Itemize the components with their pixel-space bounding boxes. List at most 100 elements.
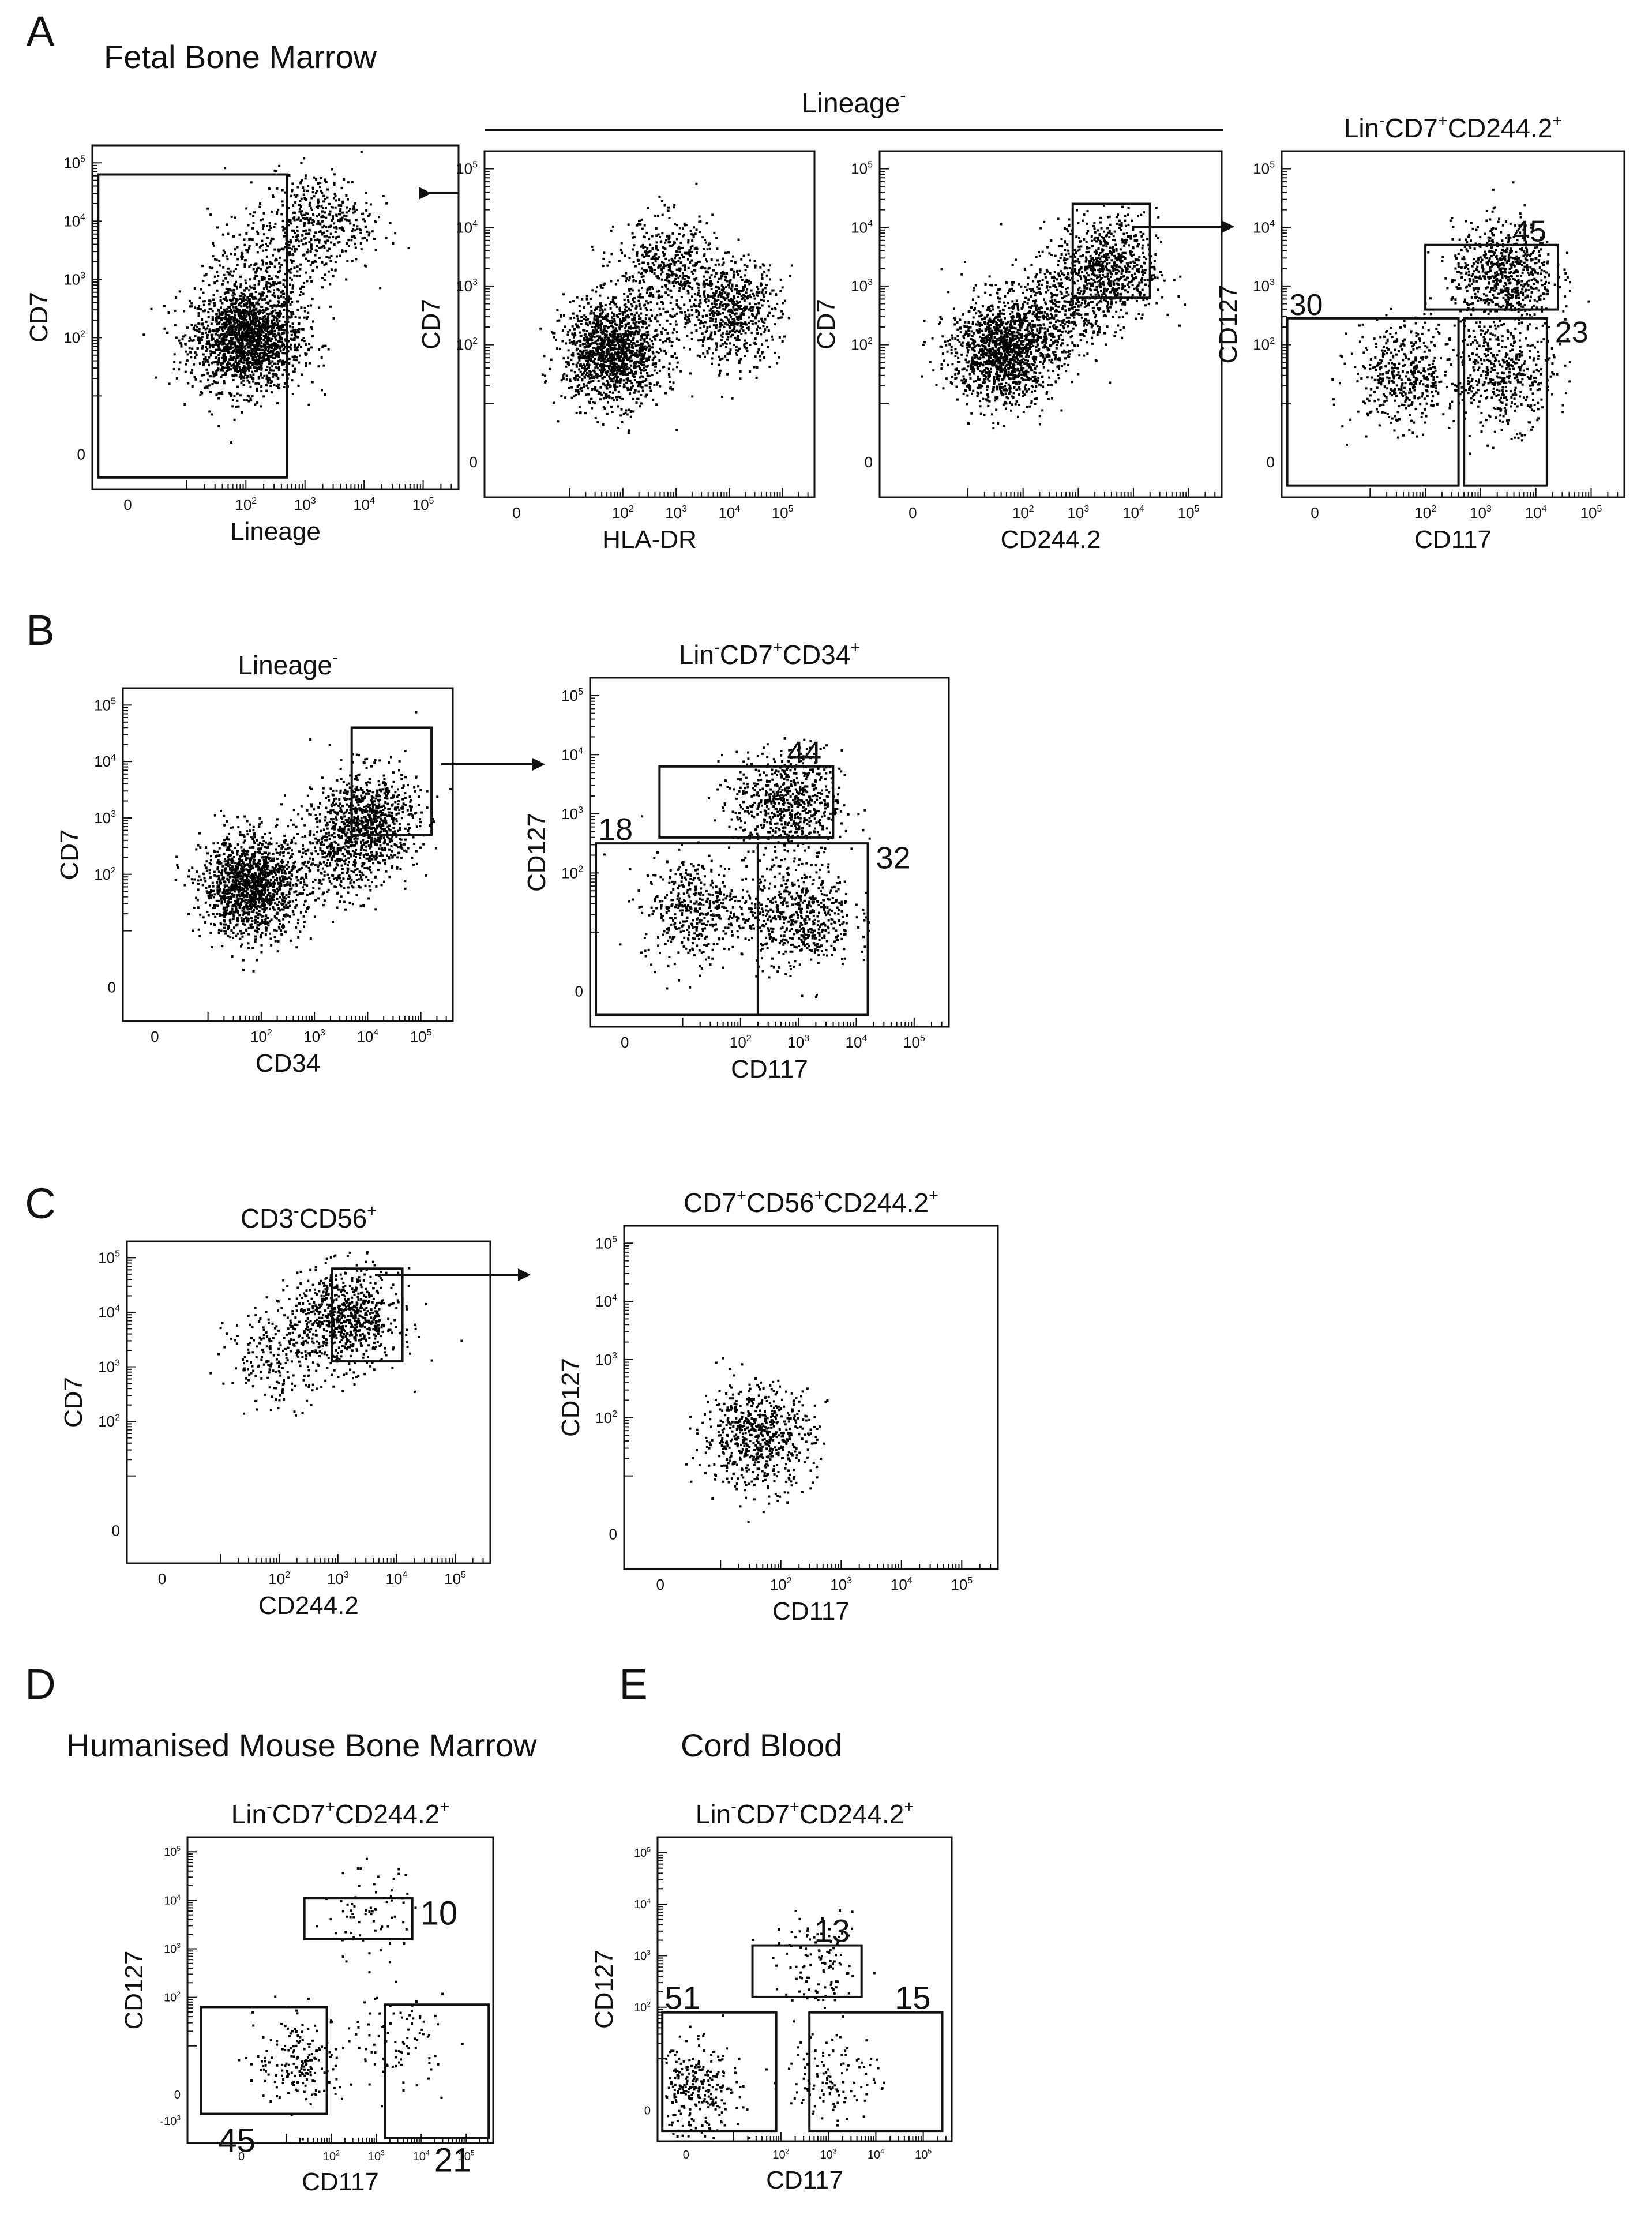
data-points	[539, 182, 793, 434]
gate-label: 51	[664, 1980, 700, 2016]
y-tick-label: 104	[561, 746, 583, 763]
x-tick-label: 104	[1122, 504, 1144, 521]
plot-frame	[878, 150, 1223, 498]
x-tick-label: 102	[770, 1576, 792, 1593]
y-tick-label: 103	[561, 805, 583, 823]
gate-label: 44	[787, 735, 821, 770]
x-tick-label: 103	[327, 1570, 349, 1587]
y-tick-label: 104	[1253, 219, 1275, 236]
x-tick-label: 0	[151, 1028, 159, 1045]
plot-frame	[186, 1836, 494, 2144]
gate-label: 32	[876, 840, 911, 875]
y-tick-label: 104	[164, 1893, 181, 1907]
y-axis-label: CD7	[417, 299, 445, 350]
plot-frame	[126, 1240, 491, 1564]
x-tick-label: 105	[410, 1028, 432, 1045]
y-tick-label: 104	[851, 219, 873, 236]
y-tick-label: 105	[164, 1845, 181, 1859]
plot-a4: 0 102 103 104 105 0 102 103 104 105 CD117 CD127 Lin-…	[1214, 112, 1625, 554]
data-points	[1331, 181, 1590, 455]
plot-frame	[1281, 150, 1625, 498]
gate-arrow-dup-head	[419, 187, 431, 200]
plot-title: Lineage-	[238, 649, 337, 680]
plot-frame	[122, 687, 454, 1022]
y-axis-label: CD127	[557, 1358, 585, 1437]
y-tick-label: 102	[1253, 336, 1275, 354]
x-tick-label: 103	[820, 2148, 837, 2161]
x-tick-label: 104	[413, 2149, 430, 2163]
x-tick-label: 104	[891, 1576, 913, 1593]
x-tick-label: 0	[238, 2150, 245, 2163]
y-tick-label: 103	[164, 1942, 181, 1955]
x-tick-label: 105	[1178, 504, 1200, 521]
y-tick-label: 104	[94, 753, 116, 770]
x-tick-label: 103	[830, 1576, 852, 1593]
x-axis-label: CD117	[766, 2166, 843, 2194]
panel-a-title: Fetal Bone Marrow	[104, 39, 377, 75]
x-tick-label: 104	[386, 1570, 408, 1587]
x-tick-label: 102	[268, 1570, 290, 1587]
plot-c1: 0 102 103 104 105 0 102 103 104 105 CD244.2 CD7 CD3-…	[59, 1202, 491, 1620]
plot-title: Lin-CD7+CD34+	[679, 639, 861, 670]
gate-1	[350, 726, 433, 836]
y-tick-label: 0	[108, 978, 116, 996]
y-axis-label: CD7	[55, 829, 84, 880]
plot-c2: 0 102 103 104 105 0 102 103 104 105 CD117 CD127 CD7+…	[557, 1187, 999, 1626]
gate-label: 10	[420, 1895, 458, 1932]
x-tick-label: 0	[621, 1034, 629, 1051]
y-tick-label: 0	[77, 445, 85, 463]
data-points	[921, 204, 1187, 430]
y-tick-label: 0	[112, 1522, 120, 1539]
panel-letter-a: A	[26, 7, 55, 55]
y-tick-label: 102	[851, 336, 873, 354]
y-tick-label: 105	[561, 687, 583, 704]
y-tick-label: 103	[456, 277, 478, 295]
panel-letter-b: B	[26, 606, 54, 654]
plot-a2: 0 102 103 104 105 0 102 103 104 105 HLA-DR CD7	[417, 150, 816, 554]
y-axis-label: CD7	[59, 1377, 88, 1428]
gate-3	[384, 2003, 490, 2139]
plot-frame	[656, 1836, 953, 2142]
y-tick-label: 103	[595, 1351, 617, 1368]
y-tick-label: 105	[63, 154, 85, 171]
y-tick-label: -103	[160, 2114, 181, 2128]
x-axis-label: CD244.2	[258, 1591, 359, 1620]
y-tick-label: 105	[595, 1234, 617, 1252]
y-tick-label: 0	[470, 453, 478, 471]
plot-title: Lin-CD7+CD244.2+	[231, 1798, 450, 1829]
plot-b1: 0 102 103 104 105 0 102 103 104 105 CD34 CD7 Lineage…	[55, 649, 454, 1078]
y-tick-label: 102	[456, 336, 478, 354]
y-axis-label: CD127	[1214, 285, 1242, 364]
x-tick-label: 105	[412, 496, 434, 513]
x-tick-label: 104	[353, 496, 375, 513]
y-tick-label: 104	[456, 219, 478, 236]
y-tick-label: 0	[1267, 453, 1275, 471]
x-tick-label: 103	[294, 496, 316, 513]
gate-1	[331, 1267, 404, 1363]
x-tick-label: 102	[1414, 504, 1436, 521]
gate-label: 23	[1555, 316, 1589, 349]
y-tick-label: 103	[63, 271, 85, 288]
data-points	[665, 1909, 885, 2139]
y-tick-label: 0	[174, 2089, 181, 2101]
panel-letter-d: D	[25, 1660, 55, 1708]
gate-1	[1071, 202, 1151, 299]
x-tick-label: 0	[1311, 504, 1319, 521]
y-tick-label: 102	[94, 866, 116, 883]
plot-title: CD7+CD56+CD244.2+	[684, 1187, 938, 1218]
gate-label: 45	[1513, 215, 1546, 249]
x-tick-label: 105	[458, 2149, 475, 2163]
y-tick-label: 104	[595, 1293, 617, 1310]
data-points	[603, 737, 871, 998]
plot-frame	[589, 677, 950, 1028]
y-tick-label: 102	[634, 2000, 651, 2014]
data-points	[209, 1251, 463, 1417]
gate-3	[808, 2011, 944, 2133]
y-tick-label: 105	[851, 160, 873, 178]
y-tick-label: 105	[1253, 160, 1275, 178]
x-axis-label: CD117	[731, 1055, 808, 1083]
gate-label: 30	[1290, 288, 1323, 322]
x-tick-label: 103	[303, 1028, 325, 1045]
gate-2	[1286, 317, 1460, 487]
